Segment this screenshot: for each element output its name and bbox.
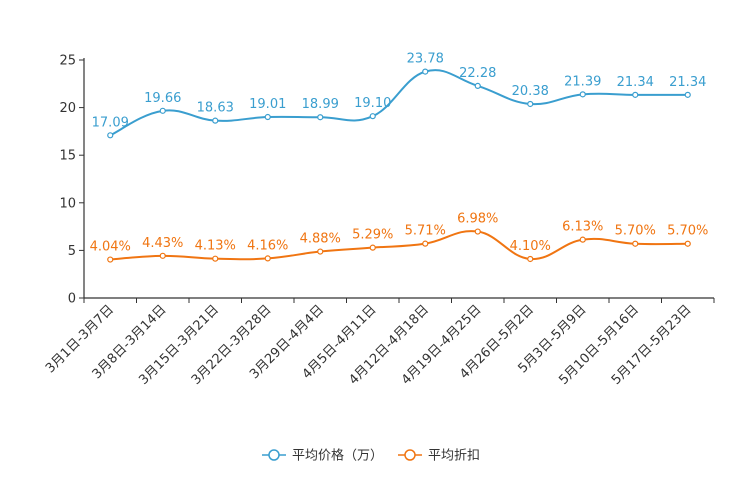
data-label: 19.66: [144, 91, 181, 106]
data-point[interactable]: [684, 240, 691, 247]
y-tick-label: 5: [68, 244, 76, 259]
data-point[interactable]: [579, 91, 586, 98]
data-label: 22.28: [459, 66, 496, 81]
data-label: 20.38: [512, 84, 549, 99]
legend-item-2[interactable]: 平均折扣: [428, 449, 480, 464]
data-point[interactable]: [317, 114, 324, 121]
data-point[interactable]: [527, 255, 534, 263]
legend-item-1[interactable]: 平均价格（万）: [292, 448, 383, 464]
data-label: 21.39: [564, 74, 601, 89]
data-label: 4.10%: [510, 239, 551, 254]
data-point[interactable]: [159, 252, 166, 259]
data-point[interactable]: [107, 132, 114, 139]
data-point[interactable]: [632, 91, 639, 98]
data-point[interactable]: [422, 240, 429, 247]
data-label: 17.09: [92, 115, 129, 130]
legend-marker: [404, 449, 416, 461]
data-point[interactable]: [474, 228, 481, 235]
data-label: 18.99: [302, 97, 339, 112]
data-point[interactable]: [317, 248, 324, 255]
data-point[interactable]: [264, 255, 271, 262]
data-label: 4.43%: [142, 236, 183, 251]
data-point[interactable]: [212, 255, 219, 262]
y-tick-label: 15: [59, 149, 76, 164]
series-line-2: [110, 230, 688, 261]
y-tick-label: 20: [59, 101, 76, 116]
data-point[interactable]: [579, 236, 586, 243]
data-point[interactable]: [369, 113, 376, 120]
data-point[interactable]: [684, 91, 691, 98]
y-tick-label: 0: [68, 292, 76, 307]
data-label: 5.71%: [405, 224, 446, 239]
data-label: 23.78: [407, 52, 444, 67]
data-label: 6.98%: [457, 212, 498, 227]
y-tick-label: 10: [59, 196, 76, 211]
data-label: 5.70%: [615, 224, 656, 239]
data-point[interactable]: [212, 117, 219, 124]
data-point[interactable]: [527, 100, 534, 108]
data-label: 6.13%: [562, 220, 603, 235]
data-label: 5.70%: [667, 224, 708, 239]
y-tick-label: 25: [59, 54, 76, 69]
data-label: 19.10: [354, 96, 391, 111]
data-label: 4.04%: [90, 240, 131, 255]
data-label: 4.13%: [195, 239, 236, 254]
data-label: 21.34: [669, 75, 706, 90]
data-point[interactable]: [422, 68, 429, 75]
data-label: 4.88%: [300, 232, 341, 247]
data-label: 18.63: [197, 101, 234, 116]
data-label: 4.16%: [247, 238, 288, 253]
legend-marker: [268, 449, 280, 461]
data-point[interactable]: [474, 82, 481, 89]
data-point[interactable]: [107, 256, 114, 263]
data-point[interactable]: [369, 244, 376, 251]
data-point[interactable]: [264, 113, 271, 121]
data-point[interactable]: [632, 240, 639, 247]
data-point[interactable]: [159, 107, 166, 114]
data-label: 21.34: [617, 75, 654, 90]
data-label: 5.29%: [352, 228, 393, 243]
data-label: 19.01: [249, 97, 286, 112]
series-line-1: [109, 69, 688, 137]
